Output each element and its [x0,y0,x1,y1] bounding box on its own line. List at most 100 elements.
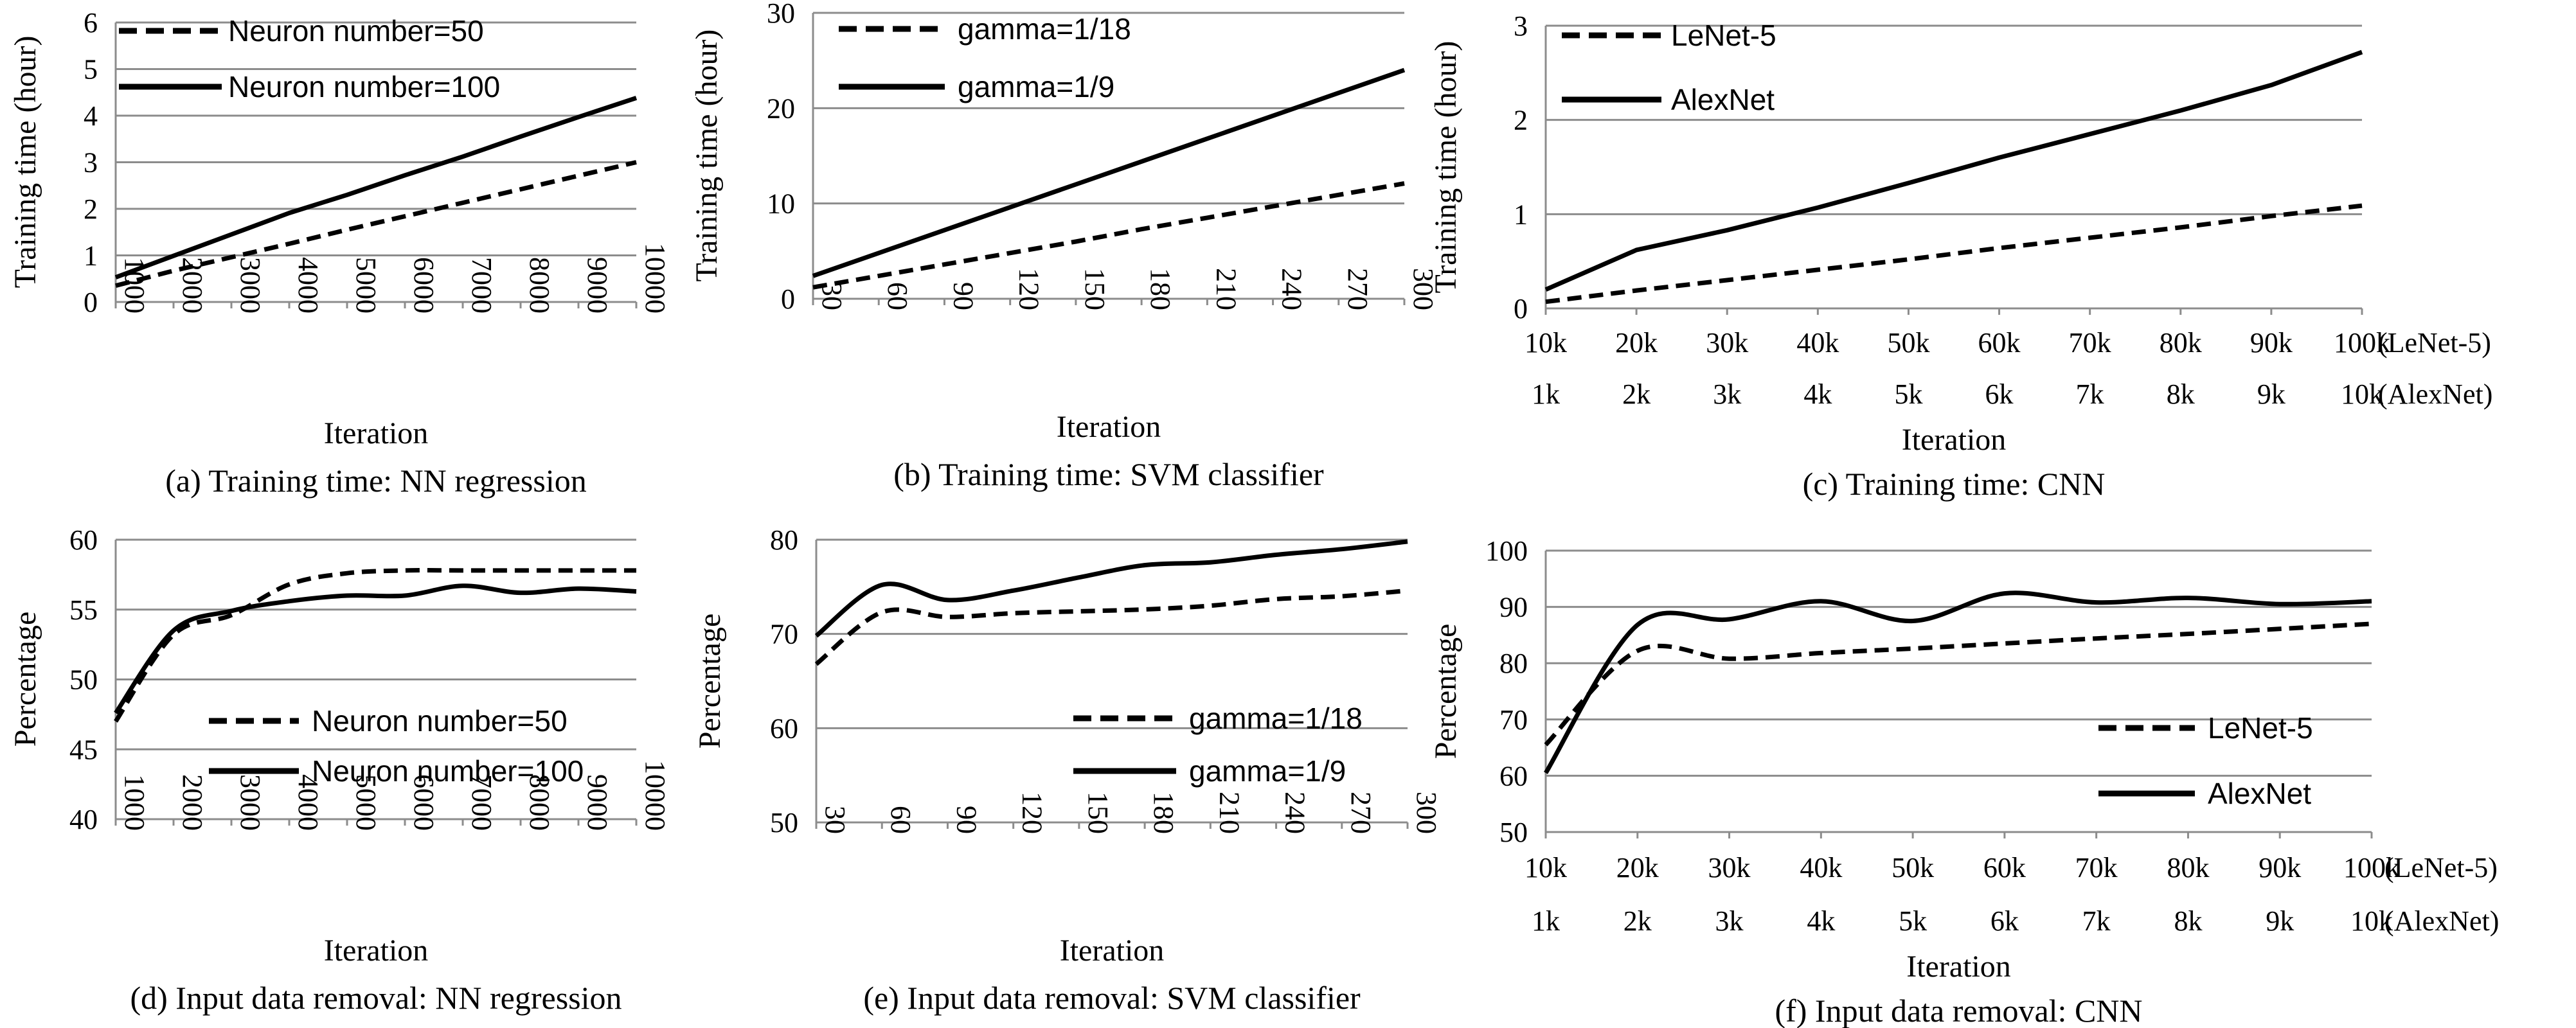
series-line-dashed [1545,203,2363,305]
y-tick-label: 70 [1499,704,1528,736]
series-line-solid [114,96,638,279]
chart-caption: (e) Input data removal: SVM classifier [863,980,1361,1016]
x-tick-label: 210 [1210,268,1242,310]
x-tick-label: 270 [1342,268,1373,310]
y-tick-label: 2 [84,193,98,225]
legend-label: AlexNet [2208,777,2311,810]
x-tick-label: 20k [1616,852,1659,883]
x-tick-label: 10k [1525,327,1567,359]
x-tick-label: 4000 [292,774,324,831]
y-tick-label: 1 [1514,199,1528,230]
series-line-dashed [1544,621,2372,747]
x-tick-label: 1000 [119,774,150,831]
x-tick-label-secondary: 2k [1623,905,1652,937]
x-tick-label: 50k [1892,852,1934,883]
x-tick-label: 3000 [235,257,266,314]
x-tick-label-secondary: 1k [1532,378,1560,410]
x-tick-label: 90k [2258,852,2301,883]
x-tick-label: 150 [1079,268,1111,310]
x-tick-label: 90 [951,806,982,834]
x-tick-label: 100k [2334,327,2390,359]
x-tick-label: 180 [1145,268,1176,310]
x-tick-label: 120 [1014,268,1045,310]
x-row-label-alexnet: (AlexNet) [2378,378,2492,410]
x-row-label-lenet: (LeNet-5) [2384,852,2498,883]
x-tick-label-secondary: 9k [2257,378,2285,410]
y-tick-label: 6 [84,7,98,39]
x-axis-title: Iteration [324,934,429,968]
x-tick-label: 10000 [640,243,671,314]
y-axis-title: Percentage [693,614,727,749]
legend-label: Neuron number=50 [312,704,568,738]
x-tick-label-secondary: 6k [1990,905,2019,937]
y-tick-label: 2 [1514,105,1528,136]
chart-caption: (c) Training time: CNN [1803,466,2106,502]
y-tick-label: 100 [1485,535,1528,567]
y-axis-title: Training time (hour) [8,36,42,288]
legend-label: gamma=1/9 [1189,754,1346,788]
x-axis-title: Iteration [1906,950,2011,984]
chart-caption: (f) Input data removal: CNN [1775,993,2142,1028]
y-tick-label: 3 [84,147,98,179]
x-tick-label: 4000 [292,257,324,314]
legend-label: LeNet-5 [2208,711,2313,745]
y-axis-title: Percentage [1429,624,1463,759]
x-tick-label: 240 [1276,268,1308,310]
x-tick-label: 90k [2250,327,2293,359]
x-tick-label: 270 [1345,792,1377,834]
y-tick-label: 70 [770,619,798,650]
y-tick-label: 90 [1499,592,1528,623]
x-tick-label: 6000 [408,257,440,314]
x-tick-label: 150 [1082,792,1114,834]
series-line-dashed [812,181,1405,290]
x-tick-label: 2000 [177,774,208,831]
x-tick-label-secondary: 4k [1807,905,1835,937]
series-line-dashed [115,160,637,288]
x-tick-label: 7000 [466,774,497,831]
legend-label: LeNet-5 [1671,19,1776,52]
legend-label: Neuron number=50 [228,14,484,48]
x-tick-label: 60 [885,806,917,834]
y-tick-label: 60 [1499,760,1528,792]
chart-e: 50 60 70 80 30 60 90 120 150 180 210 240 270 300 Itera… [693,524,1442,1016]
x-tick-label: 180 [1148,792,1179,834]
x-axis-title: Iteration [1057,410,1161,444]
x-tick-label: 120 [1017,792,1048,834]
x-tick-label: 9000 [582,257,613,314]
y-tick-label: 55 [69,594,98,626]
x-tick-label-secondary: 4k [1803,378,1832,410]
x-tick-label-secondary: 10k [2341,378,2383,410]
x-row-label-alexnet: (AlexNet) [2384,905,2499,937]
legend-label: Neuron number=100 [312,754,584,788]
x-tick-label: 3000 [235,774,266,831]
series-line-dashed [114,568,636,723]
x-tick-label: 50k [1887,327,1929,359]
x-tick-label: 90 [947,282,979,310]
x-tick-label: 80k [2167,852,2209,883]
y-tick-label: 50 [770,807,798,838]
y-tick-label: 30 [767,0,795,29]
chart-caption: (a) Training time: NN regression [165,463,586,499]
series-line-solid [814,539,1408,638]
x-tick-label-secondary: 9k [2266,905,2294,937]
x-tick-label: 30k [1708,852,1751,883]
series-line-solid [114,583,637,714]
y-tick-label: 5 [84,54,98,85]
x-tick-label: 210 [1213,792,1245,834]
chart-c: 0 1 2 3 10k 1k 20k 2k 30k 3k 40k 4k 50k 5k 60k 6k 70k 7k 8… [1429,10,2492,502]
x-tick-label-secondary: 7k [2076,378,2104,410]
chart-d: 40 45 50 55 60 1000 2000 3000 4000 5000 6000 7000 80… [8,524,671,1016]
y-tick-label: 50 [69,664,98,696]
y-tick-label: 50 [1499,817,1528,848]
chart-caption: (d) Input data removal: NN regression [130,980,622,1016]
x-tick-label: 60k [1983,852,2026,883]
x-tick-label: 5000 [350,774,382,831]
legend-label: gamma=1/18 [1189,702,1363,735]
x-tick-label: 60 [882,282,913,310]
y-tick-label: 10 [767,188,795,220]
x-tick-label: 8000 [524,774,555,831]
x-tick-label: 40k [1796,327,1839,359]
x-tick-label-secondary: 8k [2167,378,2195,410]
x-tick-label: 9000 [582,774,613,831]
